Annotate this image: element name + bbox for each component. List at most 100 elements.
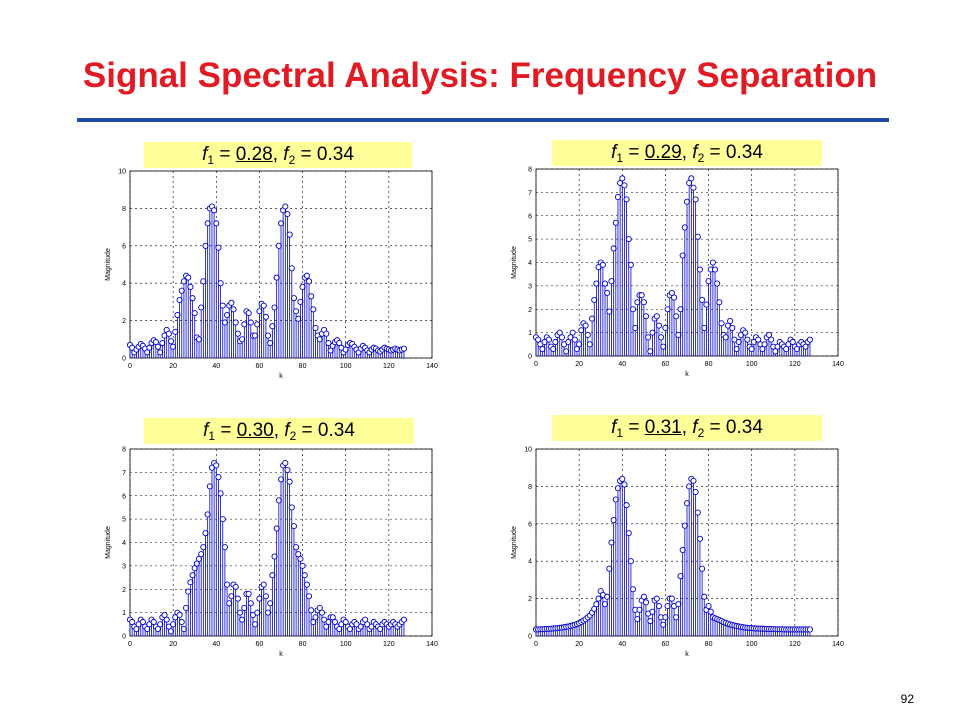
stem-marker [658,334,665,341]
x-tick-label: 140 [426,363,438,370]
x-axis-label: k [685,371,689,378]
stem-marker [245,590,252,597]
stem-marker [729,324,736,331]
y-tick-label: 10 [118,169,126,176]
stem-marker [614,193,622,201]
y-tick-label: 4 [122,540,126,547]
stem-marker [634,299,641,306]
f2-symbol: f [692,417,698,438]
stem-marker [621,182,628,189]
stem-marker [571,336,578,343]
stem-marker [623,196,630,203]
stem-marker [744,336,751,343]
chart-caption-1: f1 = 0.28, f2 = 0.34 [144,142,412,168]
stem-marker [154,343,162,350]
stem-marker [215,244,222,251]
y-tick-label: 7 [122,470,126,477]
stem-marker [288,265,295,272]
stem-marker [634,616,641,623]
stem-marker [673,313,680,320]
y-tick-label: 7 [528,190,532,197]
stem-marker [640,593,647,600]
stem-marker [200,278,207,285]
stem-marker [204,511,211,518]
separator: , [681,142,693,163]
stem-marker [586,341,593,348]
f1-value: 0.31 [644,417,682,438]
y-tick-label: 6 [122,243,126,250]
stem-marker [632,324,639,331]
stem-marker [735,338,742,346]
stem-marker [647,617,654,625]
stem-marker [699,565,706,572]
stem-plot-1: 0 20 40 60 80 100 120 140 0 2 4 6 8 10 k Magnitude [105,169,438,381]
chart-caption-4: f1 = 0.31, f2 = 0.34 [552,415,822,441]
stem-marker [295,315,302,322]
stem-marker [189,572,196,579]
f2-value: 0.34 [316,144,354,165]
stem-marker [692,488,699,496]
equals-sign: = [704,417,726,438]
stem-marker [653,313,660,320]
chart-caption-2: f1 = 0.29, f2 = 0.34 [552,140,822,166]
stem-marker [180,278,187,285]
stem-marker [649,329,656,336]
stem-marker [675,331,682,339]
stem-marker [675,601,682,608]
stem-marker [187,283,194,290]
stem-marker [701,593,708,600]
stem-marker [247,600,254,607]
stem-marker [275,497,282,504]
stem-marker [284,210,291,218]
x-tick-label: 0 [128,641,132,648]
page-number: 92 [900,692,914,706]
x-tick-label: 120 [383,641,395,648]
stem-marker [273,525,280,532]
equals-sign: = [296,420,318,441]
x-tick-label: 100 [746,361,758,368]
stem-marker [806,626,814,633]
stem-marker [655,322,663,329]
stem-marker [191,310,198,317]
stem-marker [550,345,557,353]
y-axis-label: Magnitude [511,526,518,559]
stem-marker [325,339,332,347]
stem-marker [599,261,606,268]
stem-marker [236,609,244,616]
stem-marker [722,334,729,341]
stem-marker [696,266,703,273]
stem-marker [159,339,166,347]
stem-marker [198,551,205,558]
stem-marker [619,475,626,482]
stem-marker [174,311,181,319]
f2-subscript: 2 [288,153,296,167]
stem-marker [241,604,248,611]
y-tick-label: 0 [122,634,126,641]
stem-marker [688,175,695,182]
stem-marker [288,504,295,511]
stem-marker [671,294,678,301]
stem-marker [690,184,697,191]
stem-marker [619,175,626,182]
stem-marker [576,341,583,348]
stem-marker [625,236,632,243]
y-tick-label: 10 [524,447,532,454]
stem-marker [176,611,183,619]
stem-marker [312,325,319,332]
stem-marker [681,522,688,529]
f1-value: 0.30 [236,420,274,441]
separator: , [272,144,284,165]
stem-marker [690,477,697,484]
stem-marker [683,198,691,205]
stem-marker [558,334,565,341]
stem-marker [157,349,164,356]
stem-marker [604,289,611,296]
f2-value: 0.34 [725,417,763,438]
stem-marker [198,304,205,311]
stem-marker [234,595,241,602]
x-tick-label: 80 [299,641,307,648]
stem-marker [256,595,263,602]
slide-title: Signal Spectral Analysis: Frequency Sepa… [82,56,878,95]
stem-marker [683,500,691,507]
stem-plot-2: 0 20 40 60 80 100 120 140 0 1 2 3 4 5 6 7 8 k Magnitude [511,167,844,379]
